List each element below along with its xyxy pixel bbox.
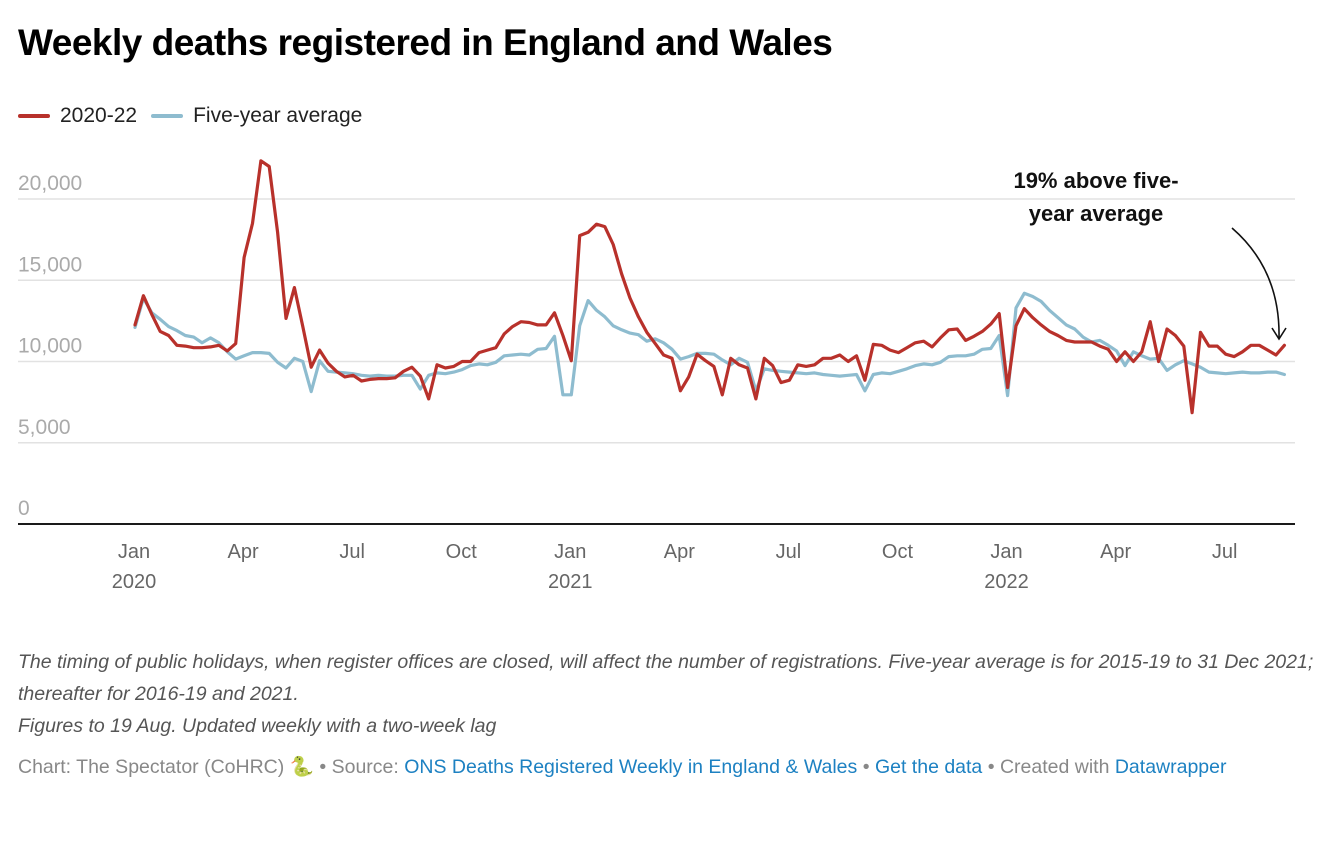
x-tick-year-label: 2020 <box>112 571 157 593</box>
x-tick-label: Jan <box>554 541 586 563</box>
legend-swatch-five-year-average <box>151 114 184 118</box>
series-lines <box>133 159 1287 415</box>
x-tick-label: Jan <box>990 541 1022 563</box>
series-line-2020-22 <box>133 159 1287 415</box>
x-tick-label: Jan <box>118 541 150 563</box>
x-tick-label: Oct <box>882 541 914 563</box>
annotation-line-2: year average <box>1029 201 1164 226</box>
y-tick-label: 10,000 <box>18 335 82 358</box>
annotation: 19% above five- year average <box>1013 168 1287 341</box>
annotation-arrow <box>1231 227 1280 339</box>
legend-label-2020-22: 2020-22 <box>60 104 138 127</box>
x-tick-label: Jul <box>1212 541 1238 563</box>
footer-separator: • <box>857 756 875 778</box>
x-tick-label: Apr <box>1100 541 1131 563</box>
chart-title: Weekly deaths registered in England and … <box>18 22 833 63</box>
x-tick-label: Oct <box>446 541 478 563</box>
legend-item-five-year-average: Five-year average <box>151 104 362 128</box>
line-chart: 0 5,000 10,000 15,000 20,000 Jan 2020 Apr Jul Oc… <box>18 159 1295 593</box>
x-tick-label: Apr <box>228 541 259 563</box>
legend-swatch-2020-22 <box>18 114 50 118</box>
x-tick-label: Jul <box>776 541 802 563</box>
annotation-arrowhead <box>1271 327 1287 341</box>
y-tick-label: 15,000 <box>18 253 82 276</box>
y-tick-label: 0 <box>18 497 30 520</box>
legend: 2020-22 Five-year average <box>18 104 376 128</box>
x-tick-label: Apr <box>664 541 695 563</box>
footer-source-prefix: • Source: <box>313 756 405 778</box>
note-line-2: Figures to 19 Aug. Updated weekly with a… <box>18 715 497 737</box>
x-tick-label: Jul <box>339 541 365 563</box>
annotation-line-1: 19% above five- <box>1013 168 1178 193</box>
y-axis-ticks: 0 5,000 10,000 15,000 20,000 <box>18 172 82 520</box>
note-line-1: The timing of public holidays, when regi… <box>18 651 1314 705</box>
x-tick-year-label: 2021 <box>548 571 593 593</box>
datawrapper-link[interactable]: Datawrapper <box>1114 756 1227 778</box>
chart-footer: Chart: The Spectator (CoHRC) 🐍 • Source:… <box>18 752 1308 783</box>
legend-item-2020-22: 2020-22 <box>18 104 137 128</box>
source-link[interactable]: ONS Deaths Registered Weekly in England … <box>404 756 858 778</box>
snake-emoji-icon: 🐍 <box>289 756 314 778</box>
get-the-data-link[interactable]: Get the data <box>874 756 983 778</box>
footer-created-with: • Created with <box>982 756 1115 778</box>
legend-label-five-year-average: Five-year average <box>193 104 363 127</box>
chart-notes: The timing of public holidays, when regi… <box>18 646 1318 742</box>
x-tick-year-label: 2022 <box>984 571 1029 593</box>
y-tick-label: 5,000 <box>18 416 71 439</box>
y-tick-label: 20,000 <box>18 172 82 195</box>
footer-credit: Chart: The Spectator (CoHRC) <box>18 756 285 778</box>
x-axis-ticks: Jan 2020 Apr Jul Oct Jan 2021 Apr Jul Oct Jan 2022 A… <box>112 541 1238 593</box>
gridlines <box>18 198 1295 525</box>
